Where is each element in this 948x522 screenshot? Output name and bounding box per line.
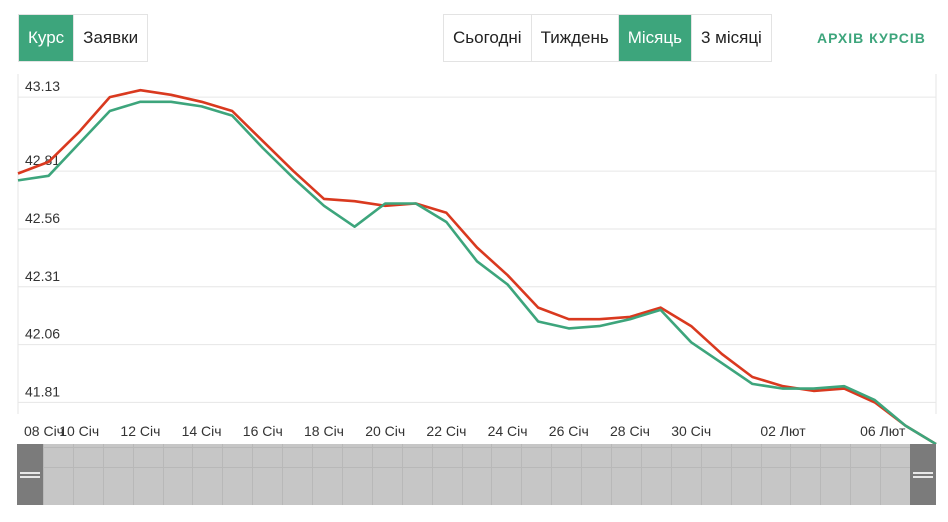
tab-month[interactable]: Місяць [617, 15, 691, 61]
rate-chart: 41.81 42.06 42.31 42.56 42.81 43.13 08 Січ 10 С… [0, 74, 948, 449]
tab-week[interactable]: Тиждень [530, 15, 618, 61]
y-tick-label: 43.13 [25, 78, 60, 94]
archive-link[interactable]: АРХІВ КУРСІВ [817, 30, 926, 46]
y-tick-label: 42.81 [25, 152, 60, 168]
x-tick-label: 08 Січ [24, 423, 64, 439]
navigator-window[interactable] [43, 444, 910, 505]
view-tabs: Курс Заявки [18, 14, 149, 62]
y-tick-label: 41.81 [25, 383, 60, 399]
x-tick-label: 30 Січ [671, 423, 711, 439]
y-tick-label: 42.31 [25, 268, 60, 284]
tab-3-months[interactable]: 3 місяці [690, 15, 771, 61]
navigator-grid [43, 444, 910, 505]
grip-line [913, 472, 933, 474]
tab-rate[interactable]: Курс [19, 15, 74, 61]
x-tick-label: 10 Січ [59, 423, 99, 439]
x-tick-label: 18 Січ [304, 423, 344, 439]
tab-today[interactable]: Сьогодні [444, 15, 531, 61]
x-tick-label: 12 Січ [120, 423, 160, 439]
y-tick-label: 42.56 [25, 210, 60, 226]
navigator-right-handle[interactable] [910, 444, 936, 505]
x-tick-label: 28 Січ [610, 423, 650, 439]
y-tick-label: 42.06 [25, 326, 60, 342]
x-tick-label: 20 Січ [365, 423, 405, 439]
x-tick-label: 16 Січ [243, 423, 283, 439]
x-tick-label: 06 Лют [860, 423, 906, 439]
grip-line [913, 476, 933, 478]
x-tick-label: 24 Січ [488, 423, 528, 439]
navigator-left-handle[interactable] [17, 444, 43, 505]
x-tick-label: 22 Січ [426, 423, 466, 439]
x-tick-label: 02 Лют [760, 423, 806, 439]
period-tabs: Сьогодні Тиждень Місяць 3 місяці [443, 14, 772, 62]
grip-line [20, 472, 40, 474]
x-tick-label: 14 Січ [182, 423, 222, 439]
x-tick-label: 26 Січ [549, 423, 589, 439]
tab-requests[interactable]: Заявки [73, 15, 148, 61]
series-line-red [17, 88, 937, 446]
series-line-green [17, 100, 937, 446]
range-navigator[interactable] [17, 444, 936, 505]
grip-line [20, 476, 40, 478]
